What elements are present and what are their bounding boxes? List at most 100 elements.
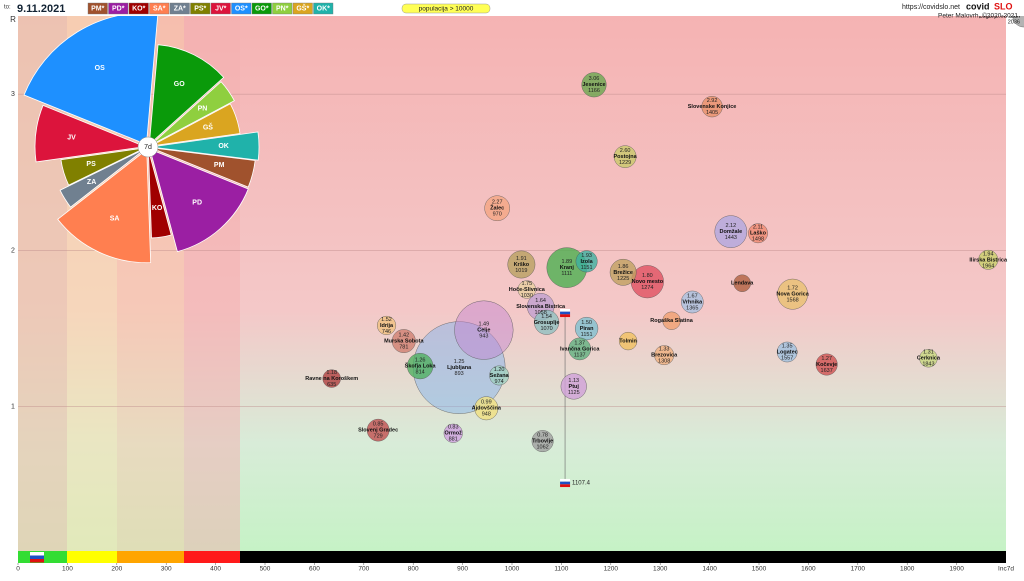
slice-label: OS xyxy=(95,65,105,72)
r-label: 1.37 xyxy=(574,340,585,346)
legend-button[interactable] xyxy=(272,2,293,15)
legend-label: OS* xyxy=(235,6,248,13)
legend-label: PS* xyxy=(194,6,206,13)
point-name: Vrhnika xyxy=(682,299,703,305)
pie-slice[interactable] xyxy=(57,148,152,264)
legend-button[interactable] xyxy=(169,2,190,15)
bubble[interactable] xyxy=(613,145,637,168)
x-tick-label: 1600 xyxy=(801,566,816,573)
point-name: Trbovlje xyxy=(532,439,553,445)
x-tick-label: 600 xyxy=(309,566,320,573)
r-label: 2.27 xyxy=(492,200,503,206)
x-tick-label: 0 xyxy=(16,566,20,573)
bubble[interactable] xyxy=(366,418,390,442)
legend-button[interactable] xyxy=(87,2,108,15)
r-label: 1.27 xyxy=(821,356,832,362)
point-name: Lendava xyxy=(731,281,754,287)
bubble[interactable] xyxy=(484,195,510,222)
bubble[interactable] xyxy=(534,309,560,335)
bubble[interactable] xyxy=(507,250,536,279)
legend-button[interactable] xyxy=(210,2,231,15)
bubble[interactable] xyxy=(978,249,999,270)
bubble[interactable] xyxy=(748,223,768,244)
inc-label: 1498 xyxy=(752,237,764,243)
bubble[interactable] xyxy=(609,258,637,286)
bubble[interactable] xyxy=(568,337,591,361)
r-label: 2.11 xyxy=(753,225,763,231)
legend-button[interactable] xyxy=(149,2,170,15)
point-name: Piran xyxy=(580,326,594,332)
pie-slice[interactable] xyxy=(59,148,146,208)
point-name: Krško xyxy=(514,262,530,268)
inc-label: 635 xyxy=(327,382,336,388)
bubble[interactable] xyxy=(391,329,416,353)
legend-button[interactable] xyxy=(108,2,129,15)
pie-slice[interactable] xyxy=(148,44,225,146)
bubble[interactable] xyxy=(654,345,675,366)
bubble[interactable] xyxy=(701,96,723,118)
bubble[interactable] xyxy=(776,341,798,363)
filter-pill[interactable] xyxy=(401,3,491,14)
pie-slice[interactable] xyxy=(150,147,256,188)
flag-stripe xyxy=(560,314,571,318)
r-label: 2.60 xyxy=(620,148,631,154)
x-tick-label: 400 xyxy=(210,566,221,573)
bubble[interactable] xyxy=(517,280,536,299)
point-name: Ilirska Bistrica xyxy=(969,257,1008,263)
legend-button[interactable] xyxy=(313,2,334,15)
legend-label: OK* xyxy=(317,6,331,13)
slice-label: PN xyxy=(198,106,208,113)
point-name: Žalec xyxy=(490,204,504,212)
legend-button[interactable] xyxy=(231,2,252,15)
point-name: Brežice xyxy=(613,270,633,276)
point-name: Kranj xyxy=(560,265,575,271)
legend-label: PM* xyxy=(91,6,105,13)
bubble[interactable] xyxy=(919,349,938,368)
pie-slice[interactable] xyxy=(150,81,235,146)
legend-button[interactable] xyxy=(190,2,211,15)
pie-slice[interactable] xyxy=(149,148,249,253)
point-name: Slovenska Bistrica xyxy=(516,304,566,310)
r-label: 1.50 xyxy=(581,320,592,326)
bubble[interactable] xyxy=(581,72,607,98)
inc-label: 2036 xyxy=(1008,19,1020,25)
legend-button[interactable] xyxy=(128,2,149,15)
bubble[interactable] xyxy=(662,311,681,330)
pie-slice[interactable] xyxy=(150,103,241,147)
bubble[interactable] xyxy=(681,290,704,314)
flag-stripe xyxy=(560,478,571,482)
r-label: 1.67 xyxy=(687,293,698,299)
bubble[interactable] xyxy=(407,353,434,380)
r-label: 1.33 xyxy=(659,347,670,353)
bubble[interactable] xyxy=(377,315,397,335)
bubble[interactable] xyxy=(733,274,751,292)
bubble[interactable] xyxy=(714,215,748,248)
pie-slice[interactable] xyxy=(34,104,147,163)
pie-slice[interactable] xyxy=(60,147,146,186)
legend-button[interactable] xyxy=(251,2,272,15)
legend-button[interactable] xyxy=(292,2,313,15)
bubble[interactable] xyxy=(575,250,598,273)
inc-label: 1637 xyxy=(821,368,833,374)
bubble[interactable] xyxy=(575,317,599,341)
bubble[interactable] xyxy=(560,373,587,400)
bubble[interactable] xyxy=(322,369,341,388)
inc-label: 1166 xyxy=(588,88,600,94)
bubble[interactable] xyxy=(474,396,499,421)
pie-slice[interactable] xyxy=(150,131,260,161)
bubble[interactable] xyxy=(619,331,638,351)
x-tick-label: 1400 xyxy=(702,566,717,573)
bubble[interactable] xyxy=(777,278,808,310)
bubble[interactable] xyxy=(443,423,463,443)
point-name: Izola xyxy=(580,259,593,265)
bubble[interactable] xyxy=(531,430,554,453)
flag xyxy=(30,552,44,563)
bubble[interactable] xyxy=(815,353,838,376)
pie-slice[interactable] xyxy=(148,149,172,239)
reference-label: 1107.4 xyxy=(572,481,591,487)
bubble[interactable] xyxy=(489,365,510,386)
inc-label: 1568 xyxy=(786,298,798,304)
bubble[interactable] xyxy=(454,300,514,360)
x-tick-label: 1900 xyxy=(949,566,964,573)
legend-label: PD* xyxy=(112,6,125,13)
